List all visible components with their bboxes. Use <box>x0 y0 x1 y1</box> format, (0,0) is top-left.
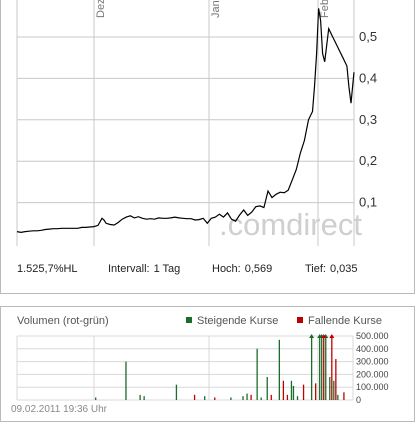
volume-grid <box>16 335 354 401</box>
vol-y-tick-label-4: 400.000 <box>356 344 389 354</box>
falling-overflow-arrow-9 <box>329 334 335 338</box>
volume-chart-panel: Volumen (rot-grün) Steigende Kurse Falle… <box>0 306 415 422</box>
legend-falling: Fallende Kurse <box>297 315 382 327</box>
interval-label: Intervall: <box>108 263 150 275</box>
month-label-2: Feb <box>319 0 331 18</box>
vol-y-tick-label-1: 100.000 <box>356 382 389 392</box>
high-label: Hoch: <box>212 263 241 275</box>
price-chart: Dez Jan Feb .comdirect 0,1 0,2 0,3 0,4 0,5 <box>16 0 377 246</box>
legend-rising-label: Steigende Kurse <box>197 315 279 327</box>
low-stat: Tief: 0,035 <box>305 263 358 275</box>
interval-stat: Intervall: 1 Tag <box>108 263 180 275</box>
legend-rising-swatch <box>186 317 192 323</box>
low-label: Tief: <box>305 263 326 275</box>
change-value: 1.525,7%HL <box>17 263 78 275</box>
price-y-axis-labels: 0,1 0,2 0,3 0,4 0,5 <box>359 29 377 210</box>
vol-y-tick-label-2: 200.000 <box>356 369 389 379</box>
month-label-1: Jan <box>210 0 222 18</box>
y-tick-label-0: 0,1 <box>359 195 377 210</box>
y-tick-label-4: 0,5 <box>359 29 377 44</box>
volume-y-axis-labels: 0 100.000 200.000 300.000 400.000 500.000 <box>356 331 389 405</box>
month-label-0: Dez <box>95 0 107 18</box>
volume-title: Volumen (rot-grün) <box>17 315 109 327</box>
vol-y-tick-label-0: 0 <box>356 395 361 405</box>
legend-falling-label: Fallende Kurse <box>308 315 382 327</box>
high-stat: Hoch: 0,569 <box>212 263 272 275</box>
timestamp: 09.02.2011 19:36 Uhr <box>11 404 108 415</box>
low-value: 0,035 <box>330 263 358 275</box>
comdirect-watermark: .comdirect <box>219 207 362 242</box>
price-chart-panel: Dez Jan Feb .comdirect 0,1 0,2 0,3 0,4 0,5 1.5… <box>0 0 415 294</box>
interval-value: 1 Tag <box>153 263 181 275</box>
y-tick-label-1: 0,2 <box>359 153 377 168</box>
legend-falling-swatch <box>297 317 303 323</box>
price-line <box>16 8 355 234</box>
vol-y-tick-label-5: 500.000 <box>356 331 389 341</box>
price-grid <box>16 0 355 246</box>
vol-y-tick-label-3: 300.000 <box>356 357 389 367</box>
falling-overflow-arrow-8 <box>321 334 327 338</box>
y-tick-label-2: 0,3 <box>359 112 377 127</box>
volume-bars <box>95 334 345 400</box>
price-series <box>16 8 355 234</box>
change-stat: 1.525,7%HL <box>17 263 78 275</box>
rising-overflow-arrow-16 <box>309 334 315 338</box>
month-labels: Dez Jan Feb <box>95 0 331 18</box>
y-tick-label-3: 0,4 <box>359 70 377 85</box>
legend-rising: Steigende Kurse <box>186 315 278 327</box>
volume-chart: 0 100.000 200.000 300.000 400.000 500.000 <box>16 331 389 405</box>
high-value: 0,569 <box>244 263 273 275</box>
